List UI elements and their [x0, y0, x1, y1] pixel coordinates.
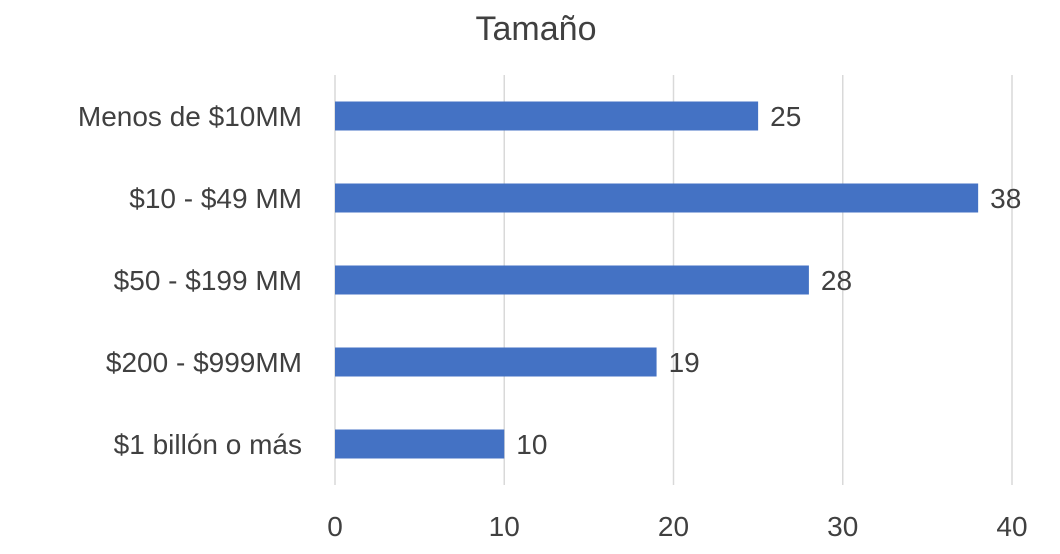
- category-label: Menos de $10MM: [78, 101, 302, 132]
- x-tick-label: 10: [489, 511, 520, 542]
- data-label: 25: [770, 101, 801, 132]
- bar: [335, 347, 657, 377]
- bar: [335, 429, 505, 459]
- category-label: $10 - $49 MM: [129, 183, 302, 214]
- data-labels: 25 38 28 19 10: [516, 101, 1021, 460]
- data-label: 10: [516, 429, 547, 460]
- value-axis: 0 10 20 30 40: [327, 511, 1027, 542]
- category-label: $200 - $999MM: [106, 347, 302, 378]
- x-tick-label: 40: [996, 511, 1027, 542]
- category-label: $50 - $199 MM: [114, 265, 302, 296]
- x-tick-label: 0: [327, 511, 343, 542]
- bars: [335, 101, 979, 459]
- data-label: 19: [669, 347, 700, 378]
- chart-title: Tamaño: [476, 10, 597, 48]
- x-tick-label: 20: [658, 511, 689, 542]
- data-label: 38: [990, 183, 1021, 214]
- bar: [335, 101, 759, 131]
- bar: [335, 183, 979, 213]
- bar: [335, 265, 809, 295]
- category-label: $1 billón o más: [114, 429, 302, 460]
- category-axis: Menos de $10MM $10 - $49 MM $50 - $199 MM $…: [78, 101, 302, 460]
- x-tick-label: 30: [827, 511, 858, 542]
- data-label: 28: [821, 265, 852, 296]
